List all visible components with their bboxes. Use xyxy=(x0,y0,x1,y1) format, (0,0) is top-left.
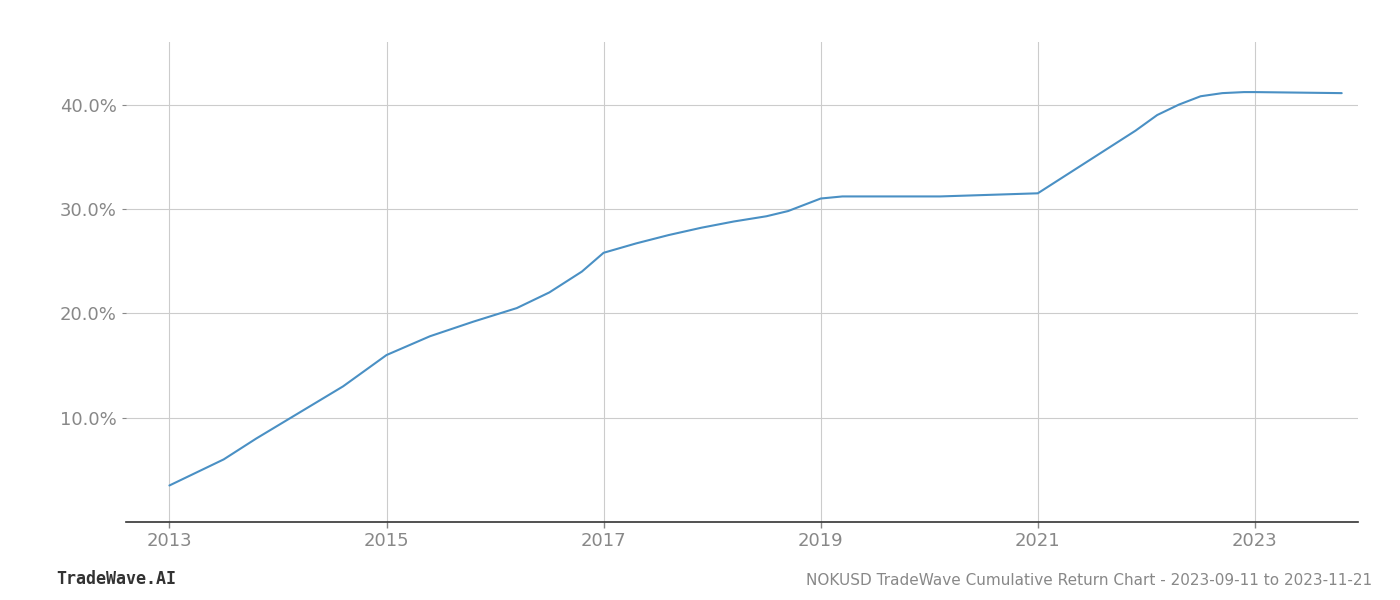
Text: TradeWave.AI: TradeWave.AI xyxy=(56,570,176,588)
Text: NOKUSD TradeWave Cumulative Return Chart - 2023-09-11 to 2023-11-21: NOKUSD TradeWave Cumulative Return Chart… xyxy=(806,573,1372,588)
